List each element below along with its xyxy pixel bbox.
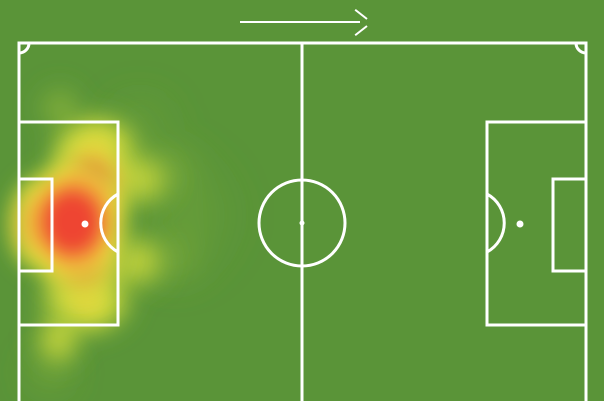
attacking-direction-arrow [240,14,370,31]
arrow-head-icon [352,15,365,29]
heat-blob-tail-above-box [26,74,94,142]
heat-blob-primary-core-goalmouth [10,154,134,290]
arrow-shaft [240,21,360,23]
heat-blob-tail-below-box [24,302,92,378]
